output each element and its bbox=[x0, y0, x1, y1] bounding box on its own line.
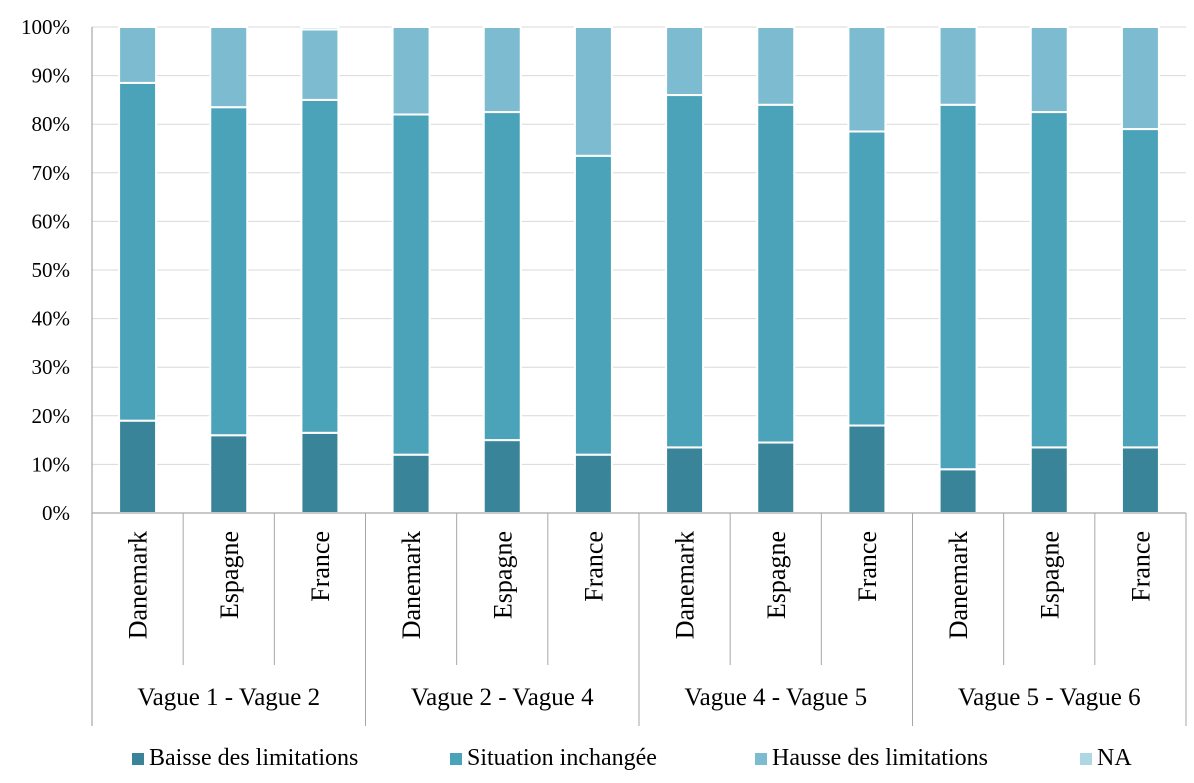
bar-segment bbox=[1029, 446, 1069, 515]
bar-segment bbox=[118, 419, 158, 514]
bar-segment bbox=[665, 446, 705, 515]
x-category-label: Espagne bbox=[215, 531, 244, 619]
bar-segment bbox=[391, 453, 431, 514]
bar-segment bbox=[847, 424, 887, 514]
legend-label: Hausse des limitations bbox=[772, 745, 988, 771]
y-tick-label: 40% bbox=[32, 307, 71, 331]
bar-segment bbox=[665, 26, 705, 97]
bar-segment bbox=[1120, 26, 1160, 131]
bar-segment bbox=[756, 103, 796, 444]
legend-swatch bbox=[755, 753, 767, 765]
y-tick-label: 70% bbox=[32, 161, 71, 185]
x-group-label: Vague 4 - Vague 5 bbox=[684, 684, 867, 711]
y-tick-label: 80% bbox=[32, 112, 71, 136]
bar-segment bbox=[300, 431, 340, 514]
x-category-label: Danemark bbox=[397, 531, 426, 639]
bar-segment bbox=[756, 441, 796, 514]
x-category-label: Espagne bbox=[1035, 531, 1064, 619]
x-category-label: Danemark bbox=[944, 531, 973, 639]
bar-segment bbox=[391, 26, 431, 116]
bar-segment bbox=[482, 439, 522, 515]
y-tick-label: 50% bbox=[32, 258, 71, 282]
legend-label: Baisse des limitations bbox=[149, 745, 358, 771]
axes bbox=[91, 27, 1187, 726]
x-category-label: Espagne bbox=[762, 531, 791, 619]
x-axis-labels: Danemark Espagne France Vague 1 - Vague 2 Da… bbox=[124, 531, 1156, 711]
bar-segment bbox=[573, 26, 613, 157]
legend: Baisse des limitations Situation inchangé… bbox=[132, 745, 1132, 771]
y-tick-label: 20% bbox=[32, 404, 71, 428]
y-tick-label: 30% bbox=[32, 355, 71, 379]
bar-segment bbox=[482, 26, 522, 114]
y-tick-label: 90% bbox=[32, 64, 71, 88]
bar-segment bbox=[938, 103, 978, 471]
bar-segment bbox=[1029, 111, 1069, 449]
legend-swatch bbox=[1080, 753, 1092, 765]
bar-segment bbox=[847, 130, 887, 427]
x-group-label: Vague 1 - Vague 2 bbox=[137, 684, 320, 711]
bar-segment bbox=[209, 434, 249, 514]
bar-segment bbox=[665, 94, 705, 449]
bar-segment bbox=[118, 81, 158, 422]
bar-segment bbox=[1029, 26, 1069, 114]
bar-segment bbox=[482, 111, 522, 442]
x-category-label: France bbox=[1126, 531, 1155, 602]
legend-label: NA bbox=[1097, 745, 1132, 771]
x-category-label: Danemark bbox=[671, 531, 700, 639]
legend-swatch bbox=[132, 753, 144, 765]
bar-segment bbox=[573, 453, 613, 514]
bar-segment bbox=[300, 26, 340, 31]
bar-segment bbox=[300, 28, 340, 101]
x-category-label: Espagne bbox=[488, 531, 517, 619]
y-tick-label: 0% bbox=[42, 501, 70, 525]
x-group-label: Vague 2 - Vague 4 bbox=[411, 684, 594, 711]
bar-segment bbox=[391, 113, 431, 456]
bar-segment bbox=[938, 468, 978, 515]
bar-segment bbox=[209, 106, 249, 437]
y-tick-label: 60% bbox=[32, 209, 71, 233]
bar-segment bbox=[938, 26, 978, 106]
bars bbox=[118, 26, 1160, 515]
legend-swatch bbox=[450, 753, 462, 765]
bar-segment bbox=[209, 26, 249, 109]
x-category-label: France bbox=[853, 531, 882, 602]
y-tick-label: 10% bbox=[32, 452, 71, 476]
x-group-label: Vague 5 - Vague 6 bbox=[958, 684, 1141, 711]
bar-segment bbox=[300, 98, 340, 434]
y-tick-label: 100% bbox=[21, 15, 70, 39]
bar-segment bbox=[756, 26, 796, 106]
bar-segment bbox=[1120, 446, 1160, 515]
x-category-label: France bbox=[306, 531, 335, 602]
bar-segment bbox=[118, 26, 158, 84]
bar-segment bbox=[847, 26, 887, 133]
gridlines bbox=[92, 26, 1186, 465]
x-category-label: France bbox=[579, 531, 608, 602]
y-axis-ticks: 0% 10% 20% 30% 40% 50% 60% 70% 80% 90% 100% bbox=[21, 15, 70, 525]
legend-label: Situation inchangée bbox=[467, 745, 657, 771]
bar-segment bbox=[1120, 128, 1160, 449]
x-category-label: Danemark bbox=[124, 531, 153, 639]
bar-segment bbox=[573, 154, 613, 456]
